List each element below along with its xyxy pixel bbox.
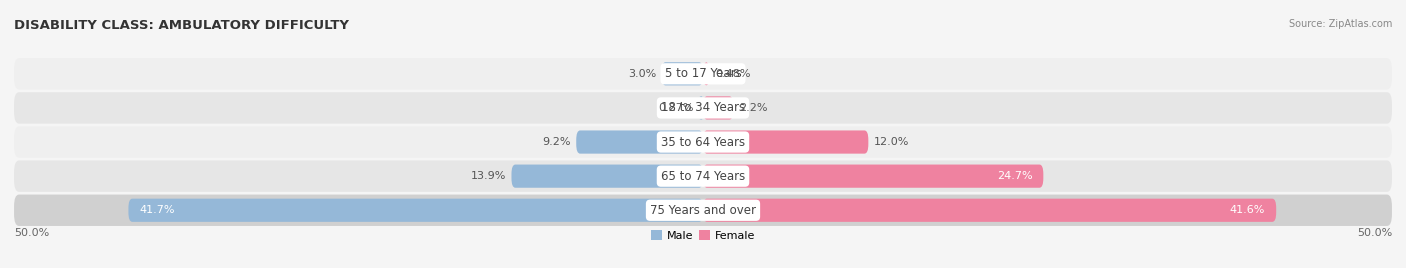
FancyBboxPatch shape [662, 62, 703, 85]
FancyBboxPatch shape [703, 165, 1043, 188]
Text: 0.27%: 0.27% [658, 103, 693, 113]
FancyBboxPatch shape [512, 165, 703, 188]
Text: 41.7%: 41.7% [139, 205, 174, 215]
FancyBboxPatch shape [703, 199, 1277, 222]
Text: 35 to 64 Years: 35 to 64 Years [661, 136, 745, 148]
Legend: Male, Female: Male, Female [647, 226, 759, 245]
FancyBboxPatch shape [699, 96, 703, 120]
Text: 13.9%: 13.9% [471, 171, 506, 181]
Text: 41.6%: 41.6% [1230, 205, 1265, 215]
Text: 65 to 74 Years: 65 to 74 Years [661, 170, 745, 183]
Text: 5 to 17 Years: 5 to 17 Years [665, 67, 741, 80]
FancyBboxPatch shape [14, 126, 1392, 158]
FancyBboxPatch shape [703, 62, 710, 85]
Text: 12.0%: 12.0% [875, 137, 910, 147]
Text: 50.0%: 50.0% [1357, 228, 1392, 238]
Text: 0.48%: 0.48% [716, 69, 751, 79]
Text: 75 Years and over: 75 Years and over [650, 204, 756, 217]
Text: Source: ZipAtlas.com: Source: ZipAtlas.com [1288, 19, 1392, 29]
Text: 50.0%: 50.0% [14, 228, 49, 238]
Text: 9.2%: 9.2% [543, 137, 571, 147]
FancyBboxPatch shape [576, 131, 703, 154]
FancyBboxPatch shape [128, 199, 703, 222]
FancyBboxPatch shape [14, 58, 1392, 90]
Text: 3.0%: 3.0% [628, 69, 657, 79]
FancyBboxPatch shape [14, 195, 1392, 226]
FancyBboxPatch shape [703, 131, 869, 154]
FancyBboxPatch shape [14, 161, 1392, 192]
Text: DISABILITY CLASS: AMBULATORY DIFFICULTY: DISABILITY CLASS: AMBULATORY DIFFICULTY [14, 19, 349, 32]
Text: 2.2%: 2.2% [738, 103, 768, 113]
Text: 18 to 34 Years: 18 to 34 Years [661, 101, 745, 114]
FancyBboxPatch shape [14, 92, 1392, 124]
FancyBboxPatch shape [703, 96, 734, 120]
Text: 24.7%: 24.7% [997, 171, 1032, 181]
